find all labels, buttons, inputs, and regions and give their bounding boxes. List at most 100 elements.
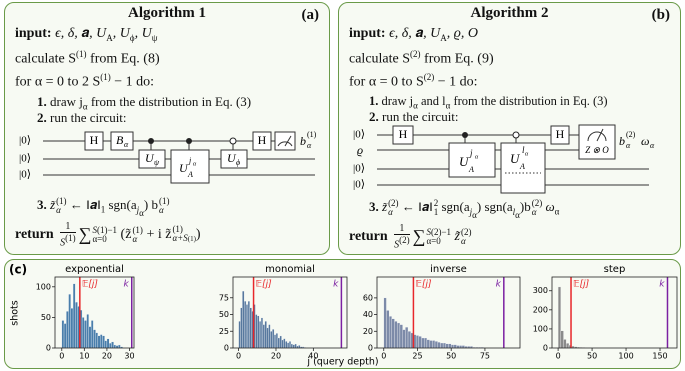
x-tick-label: 0: [236, 352, 241, 361]
text-part: ϕ: [129, 32, 135, 43]
text-part: ): [195, 226, 201, 242]
anti-control: [229, 137, 237, 145]
text-part: for α = 0 to 2 S: [15, 74, 101, 90]
bar: [272, 329, 275, 349]
loop-line: for α = 0 to 2 S(1) − 1 do:: [15, 72, 154, 91]
text-part: , U: [423, 26, 441, 41]
text-part: )b: [519, 199, 531, 214]
y-tick-label: 20: [363, 327, 373, 336]
text-part: (2): [410, 49, 421, 59]
bar: [270, 331, 273, 349]
text-part: (2): [399, 235, 410, 245]
gate-label: α: [124, 140, 129, 149]
text-part: 1: [433, 207, 439, 218]
bar: [240, 307, 243, 349]
text-part: S: [92, 224, 97, 235]
bar: [66, 311, 69, 349]
histogram-panel: (c) shots j (query depth) exponential 𝔼[j…: [4, 259, 681, 369]
panel-label: (b): [651, 7, 670, 23]
text-part: (1): [100, 72, 111, 82]
output-label: (1): [307, 130, 317, 139]
keyword: input:: [15, 26, 52, 41]
gate-label: A: [187, 170, 193, 179]
text-part: run the circuit:: [50, 110, 127, 125]
text-part: for α = 0 to S: [349, 74, 424, 90]
bar: [68, 293, 71, 349]
bar: [90, 320, 94, 349]
bar: [397, 322, 401, 349]
text-part: draw j: [381, 94, 414, 108]
x-tick-label: 20: [271, 352, 281, 361]
gate: [220, 149, 248, 169]
text-part: ω: [542, 199, 555, 214]
algorithm-2-panel: Algorithm 2 (b) input: ϵ, δ, 𝒂, UA, ϱ, O…: [338, 2, 681, 255]
y-tick-label: 60: [363, 293, 373, 302]
bar: [257, 315, 260, 349]
bar: [99, 334, 103, 349]
bar: [61, 320, 65, 349]
bar: [104, 340, 108, 349]
bar: [86, 314, 90, 349]
text-part: sgn(a: [438, 199, 470, 214]
output-label: α: [626, 141, 631, 150]
qubit-label: |0⟩: [19, 135, 31, 147]
text-part: α: [531, 207, 537, 218]
bar: [560, 330, 564, 349]
x-tick-label: 75: [480, 352, 490, 361]
qubit-label: |0⟩: [19, 169, 31, 181]
gate: [500, 142, 546, 194]
step-line: 3. z̃ (2) α ← ‖𝒂‖ 2 1 sgn(ajα) sgn(alα)b (2) α…: [369, 199, 560, 220]
keyword: input:: [349, 26, 386, 41]
return-line: return 1 S(1) ∑ S(1)−1 α=0 (z̃ (1) α + i z̃ (1)…: [15, 221, 201, 248]
text-part: j: [136, 204, 140, 215]
bar: [113, 344, 117, 349]
text-part: ← ‖𝒂‖: [66, 197, 101, 212]
gate-label: H: [258, 133, 267, 147]
text-part: ∑: [78, 224, 92, 245]
text-part: run the circuit:: [382, 109, 459, 124]
keyword: return: [349, 228, 388, 244]
bar: [63, 323, 67, 349]
gate-label: H: [556, 127, 565, 141]
gate-label: U: [227, 151, 237, 165]
text-part: α+S: [172, 233, 188, 244]
y-tick-label: 200: [533, 305, 548, 314]
input-line: input: ϵ, δ, 𝒂, UA, ϱ, O: [349, 26, 478, 43]
text-part: from the distribution in Eq. (3): [87, 94, 252, 109]
bar: [424, 337, 428, 349]
output-label: b: [619, 134, 625, 148]
y-tick-label: 50: [219, 310, 229, 319]
text-part: 𝒂: [415, 26, 424, 41]
step-line: 2. run the circuit:: [37, 110, 127, 126]
meter: [578, 124, 616, 160]
text-part: (1): [187, 235, 196, 244]
bar: [391, 318, 395, 349]
output-label: (2): [626, 130, 636, 139]
text-part: z̃: [454, 228, 460, 244]
bar: [109, 342, 112, 349]
text-part: α: [388, 207, 393, 218]
x-tick-label: 0: [59, 352, 64, 361]
bar: [440, 342, 444, 349]
bar: [277, 337, 280, 349]
text-part: l: [512, 206, 516, 217]
bar: [118, 344, 121, 349]
text-part: ϵ, δ,: [389, 26, 416, 41]
axes-frame: [54, 276, 135, 349]
gate-label: U: [459, 154, 470, 169]
text-part: α: [56, 205, 61, 216]
text-part: ) sgn(a: [476, 199, 513, 214]
bar: [275, 333, 279, 349]
text-part: + i z̃: [142, 226, 172, 242]
bar: [95, 332, 99, 349]
text-part: α: [132, 233, 138, 244]
qubit-label: |0⟩: [353, 129, 365, 141]
step-number: 1.: [37, 94, 47, 109]
y-tick-label: 0: [368, 344, 373, 353]
text-part: α: [554, 206, 560, 217]
text-part: α: [139, 207, 144, 218]
bar: [290, 343, 293, 349]
bar: [448, 343, 452, 349]
text-part: 1: [394, 223, 410, 235]
bar: [437, 342, 441, 349]
